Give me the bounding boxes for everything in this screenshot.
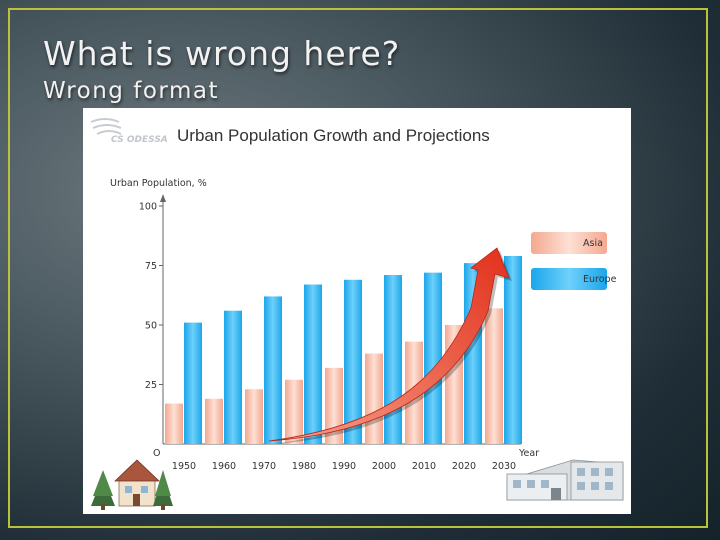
bar-europe-2010 xyxy=(424,272,442,444)
y-tick-label: 100 xyxy=(139,202,157,213)
tree-icon xyxy=(153,470,173,510)
x-tick-label: 2000 xyxy=(372,461,396,472)
bar-asia-2030 xyxy=(485,308,503,444)
bar-asia-1990 xyxy=(325,367,343,444)
y-tick-label: 50 xyxy=(145,321,157,332)
x-tick-label: 1960 xyxy=(212,461,236,472)
bar-asia-2000 xyxy=(365,353,383,444)
house-icon xyxy=(114,459,160,507)
bar-europe-2030 xyxy=(504,255,522,444)
y-axis-arrowhead xyxy=(160,194,166,202)
slide-subtitle: Wrong format xyxy=(43,78,219,104)
bars xyxy=(165,255,522,444)
chart-svg: CS ODESSA Urban Population Growth and Pr… xyxy=(90,118,624,510)
slide-frame xyxy=(8,8,708,528)
bar-europe-1980 xyxy=(304,284,322,444)
origin-label: O xyxy=(153,448,160,459)
logo-text: CS ODESSA xyxy=(111,135,168,145)
bar-asia-1950 xyxy=(165,403,183,444)
x-tick-label: 2010 xyxy=(412,461,436,472)
x-axis-label: Year xyxy=(518,448,539,459)
trend-arrow-icon xyxy=(268,247,512,444)
x-tick-label: 1980 xyxy=(292,461,316,472)
legend-swatch-asia xyxy=(531,232,607,254)
legend-swatch-europe xyxy=(531,268,607,290)
bar-europe-1990 xyxy=(344,279,362,444)
bar-europe-1970 xyxy=(264,296,282,444)
swirl-icon xyxy=(90,118,122,135)
x-ticks: 1950 1960 1970 1980 1990 2000 2010 2020 2030 xyxy=(172,461,516,472)
y-tick-label: 25 xyxy=(145,380,157,391)
x-tick-label: 2020 xyxy=(452,461,476,472)
x-tick-label: 1990 xyxy=(332,461,356,472)
legend-label-asia: Asia xyxy=(583,238,603,249)
building-icon xyxy=(506,459,624,501)
bar-asia-1970 xyxy=(245,389,263,444)
x-tick-label: 2030 xyxy=(492,461,516,472)
bar-europe-1950 xyxy=(184,322,202,444)
x-tick-label: 1950 xyxy=(172,461,196,472)
bar-europe-1960 xyxy=(224,310,242,444)
y-ticks: 25 50 75 100 xyxy=(139,202,163,391)
chart-panel: CS ODESSA Urban Population Growth and Pr… xyxy=(83,108,631,514)
tree-icon xyxy=(91,470,115,510)
legend-label-europe: Europe xyxy=(583,274,617,285)
x-tick-label: 1970 xyxy=(252,461,276,472)
bar-europe-2000 xyxy=(384,275,402,444)
slide-title: What is wrong here? xyxy=(43,34,401,73)
y-tick-label: 75 xyxy=(145,261,157,272)
logo: CS ODESSA xyxy=(90,118,168,145)
legend: Asia Europe xyxy=(531,232,617,290)
y-axis-label: Urban Population, % xyxy=(110,178,207,189)
bar-asia-1960 xyxy=(205,398,223,444)
chart-title: Urban Population Growth and Projections xyxy=(177,126,490,145)
bar-asia-1980 xyxy=(285,379,303,444)
